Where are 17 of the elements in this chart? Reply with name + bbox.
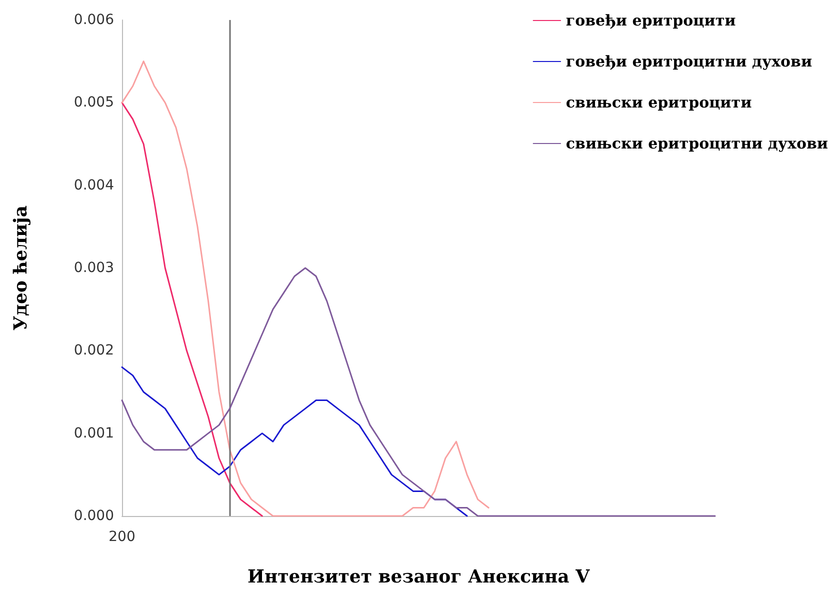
y-tick-label: 0.005 <box>74 94 114 111</box>
x-tick-label: 200 <box>108 529 136 545</box>
y-tick-label: 0.001 <box>74 425 114 442</box>
line-series <box>121 102 263 517</box>
legend-label: говеђи еритроцитни духови <box>566 52 812 70</box>
y-tick-label: 0.004 <box>74 177 114 194</box>
legend-label: свињски еритроцитни духови <box>566 134 828 152</box>
y-tick-label: 0.003 <box>74 260 114 276</box>
y-tick-label: 0.000 <box>74 508 114 524</box>
legend-label: говеђи еритроцити <box>566 12 736 30</box>
line-series <box>121 366 468 517</box>
y-axis-title: Удео ћелија <box>10 205 32 331</box>
legend-label: свињски еритроцити <box>566 94 752 112</box>
x-axis-title: Интензитет везаног Анексина V <box>247 566 591 588</box>
y-tick-label: 0.002 <box>74 342 114 359</box>
line-series <box>121 60 490 517</box>
y-tick-label: 0.006 <box>74 12 114 28</box>
